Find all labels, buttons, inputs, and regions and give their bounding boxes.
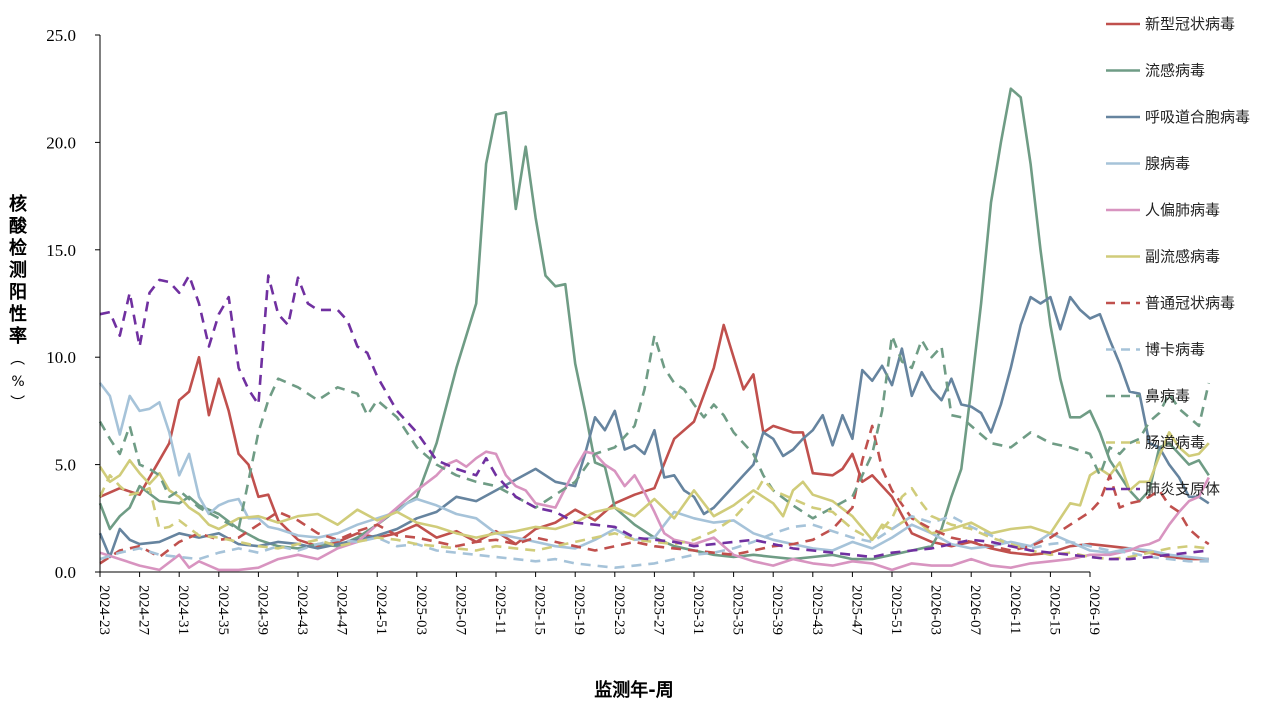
x-tick-label: 2024-47 [334, 585, 350, 635]
plot-area [98, 87, 1211, 572]
x-tick-label: 2024-39 [254, 585, 270, 635]
legend-label-11: 肺炎支原体 [1145, 480, 1220, 498]
x-tick-label: 2025-23 [611, 585, 627, 635]
y-tick-label: 25.0 [46, 26, 76, 45]
legend-label-5: 人偏肺病毒 [1145, 201, 1220, 219]
series-line-5 [99, 450, 1210, 572]
y-axis-title-char: 阳 [9, 282, 27, 303]
x-axis-title: 监测年-周 [594, 679, 673, 701]
x-tick-label: 2025-51 [888, 585, 904, 635]
x-tick-label: 2024-31 [175, 585, 191, 635]
x-tick-label: 2025-47 [848, 585, 864, 635]
y-axis-title-char: 率 [9, 325, 27, 347]
y-axis-title-char: 核 [9, 193, 27, 215]
x-tick-label: 2025-19 [571, 585, 587, 635]
x-tick-label: 2025-35 [730, 585, 746, 635]
y-tick-label: 10.0 [46, 348, 76, 367]
x-tick-label: 2024-35 [215, 585, 231, 635]
y-axis-title-char: 酸 [9, 215, 28, 237]
legend-label-1: 新型冠状病毒 [1145, 15, 1235, 33]
x-tick-label: 2024-43 [294, 585, 310, 635]
y-tick-label: 0.0 [55, 563, 76, 582]
x-tick-label: 2026-15 [1046, 585, 1062, 635]
y-axis-title-char: 性 [9, 303, 27, 325]
y-axis-title-char: ） [8, 394, 26, 409]
legend-label-9: 鼻病毒 [1145, 387, 1190, 405]
x-tick-label: 2025-39 [769, 585, 785, 635]
x-tick-label: 2026-11 [1007, 585, 1023, 634]
y-tick-label: 15.0 [46, 241, 76, 260]
legend-label-4: 腺病毒 [1145, 155, 1190, 173]
y-axis-title-char: 测 [9, 259, 27, 281]
y-tick-labels: 0.0 5.0 10.0 15.0 20.0 25.0 [46, 26, 76, 582]
x-tick-label: 2025-15 [532, 585, 548, 635]
x-tick-labels: 2024-23 2024-27 2024-31 2024-35 2024-39 2024-… [96, 585, 1102, 635]
legend-label-6: 副流感病毒 [1145, 248, 1220, 266]
y-tick-label: 20.0 [46, 133, 76, 152]
x-tick-label: 2025-11 [492, 585, 508, 634]
x-tick-label: 2025-27 [650, 585, 666, 635]
series-line-10 [98, 474, 1209, 561]
y-tick-label: 5.0 [55, 456, 76, 475]
legend-label-7: 普通冠状病毒 [1145, 294, 1235, 312]
series-line-8 [99, 514, 1209, 569]
x-tick-label: 2026-03 [928, 585, 944, 635]
axes [95, 34, 1091, 577]
x-tick-label: 2025-07 [452, 585, 468, 635]
legend-label-8: 博卡病毒 [1145, 341, 1205, 359]
x-tick-label: 2025-43 [809, 585, 825, 635]
series-line-7 [99, 424, 1210, 565]
y-axis-title-char: 检 [9, 237, 27, 259]
legend: 新型冠状病毒流感病毒呼吸道合胞病毒腺病毒人偏肺病毒副流感病毒普通冠状病毒博卡病毒… [1106, 15, 1250, 498]
x-tick-label: 2024-51 [373, 585, 389, 635]
series-line-6 [98, 431, 1210, 542]
x-tick-label: 2024-23 [96, 585, 112, 635]
legend-label-2: 流感病毒 [1145, 62, 1205, 80]
y-axis-title-char: % [11, 374, 24, 390]
series-line-11 [99, 274, 1209, 561]
x-tick-label: 2026-19 [1086, 585, 1102, 635]
y-axis-title-char: （ [8, 350, 26, 365]
x-tick-label: 2026-07 [967, 585, 983, 635]
x-tick-label: 2024-27 [136, 585, 152, 635]
legend-label-3: 呼吸道合胞病毒 [1145, 108, 1250, 126]
x-tick-label: 2025-31 [690, 585, 706, 635]
x-tick-label: 2025-03 [413, 585, 429, 635]
legend-label-10: 肠道病毒 [1145, 434, 1205, 452]
